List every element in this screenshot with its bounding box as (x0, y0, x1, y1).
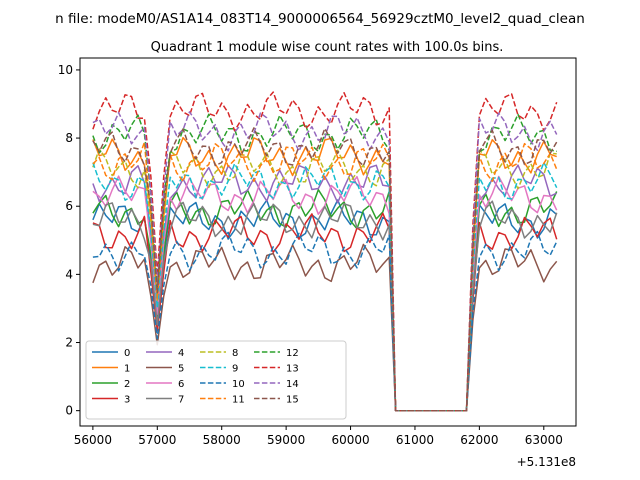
y-tick-label: 2 (65, 336, 73, 350)
x-tick-label: 63000 (525, 433, 563, 447)
x-tick-label: 58000 (203, 433, 241, 447)
series-line-5 (92, 243, 558, 412)
series-line-10 (92, 230, 558, 412)
legend-label-3: 3 (124, 395, 130, 406)
legend-label-9: 9 (232, 364, 238, 375)
legend-label-14: 14 (286, 379, 299, 390)
legend-label-8: 8 (232, 348, 238, 359)
legend-label-12: 12 (286, 348, 299, 359)
x-tick-label: 61000 (396, 433, 434, 447)
x-tick-label: 60000 (331, 433, 369, 447)
legend-label-5: 5 (178, 364, 184, 375)
y-tick-label: 6 (65, 199, 73, 213)
legend-label-2: 2 (124, 379, 130, 390)
plot-lines-group (92, 91, 558, 412)
legend-label-4: 4 (178, 348, 184, 359)
y-tick-label: 10 (58, 63, 73, 77)
y-tick-label: 8 (65, 131, 73, 145)
legend-label-15: 15 (286, 395, 299, 406)
legend-label-7: 7 (178, 395, 184, 406)
legend-label-0: 0 (124, 348, 130, 359)
legend-label-10: 10 (232, 379, 245, 390)
x-tick-label: 56000 (74, 433, 112, 447)
legend-box (85, 340, 347, 420)
series-line-14 (92, 111, 558, 412)
legend-label-1: 1 (124, 364, 130, 375)
figure-suptitle: n file: modeM0/AS1A14_083T14_9000006564_… (55, 11, 585, 27)
x-offset-label: +5.131e8 (517, 455, 576, 469)
series-line-7 (92, 200, 558, 412)
series-line-9 (92, 161, 558, 412)
x-tick-label: 57000 (138, 433, 176, 447)
axis-ticks-group: 56000 57000 58000 59000 60000 61000 62000 63000… (58, 63, 563, 447)
series-line-3 (92, 212, 558, 412)
series-line-15 (92, 127, 558, 412)
x-tick-label: 59000 (267, 433, 305, 447)
y-tick-label: 4 (65, 267, 73, 281)
chart-title: Quadrant 1 module wise count rates with … (151, 40, 504, 55)
plot-area-frame (79, 57, 577, 427)
legend-label-13: 13 (286, 364, 299, 375)
legend-label-11: 11 (232, 395, 245, 406)
y-tick-label: 0 (65, 404, 73, 418)
x-tick-label: 62000 (460, 433, 498, 447)
series-line-13 (92, 91, 558, 412)
legend-label-6: 6 (178, 379, 184, 390)
